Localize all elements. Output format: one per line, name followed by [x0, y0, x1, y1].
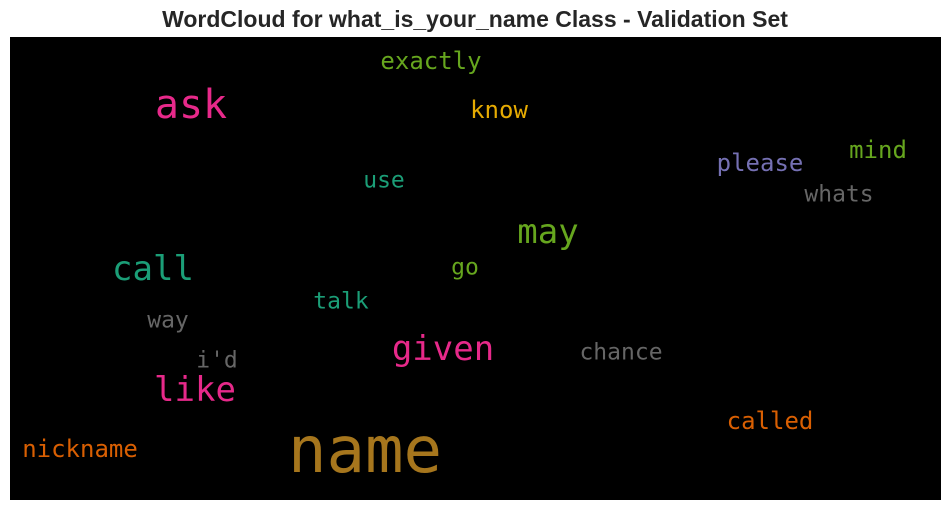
- word-nickname: nickname: [22, 435, 138, 463]
- word-call: call: [112, 249, 194, 289]
- word-talk: talk: [313, 288, 369, 315]
- word-like: like: [154, 370, 236, 410]
- word-please: please: [716, 149, 804, 177]
- word-i-d: i'd: [196, 347, 238, 374]
- word-use: use: [363, 167, 405, 194]
- word-way: way: [147, 307, 189, 334]
- wordcloud-canvas: exactly ask know mind please use whats may call g…: [10, 37, 941, 500]
- word-given: given: [391, 329, 495, 369]
- word-whats: whats: [804, 181, 874, 208]
- word-name: name: [287, 414, 443, 488]
- chart-title: WordCloud for what_is_your_name Class - …: [162, 6, 788, 32]
- word-go: go: [451, 254, 479, 281]
- word-chance: chance: [579, 339, 663, 366]
- word-mind: mind: [849, 136, 907, 164]
- word-exactly: exactly: [380, 47, 482, 75]
- word-may: may: [517, 212, 579, 252]
- word-called: called: [726, 407, 814, 435]
- word-ask: ask: [154, 82, 228, 128]
- word-know: know: [470, 96, 528, 124]
